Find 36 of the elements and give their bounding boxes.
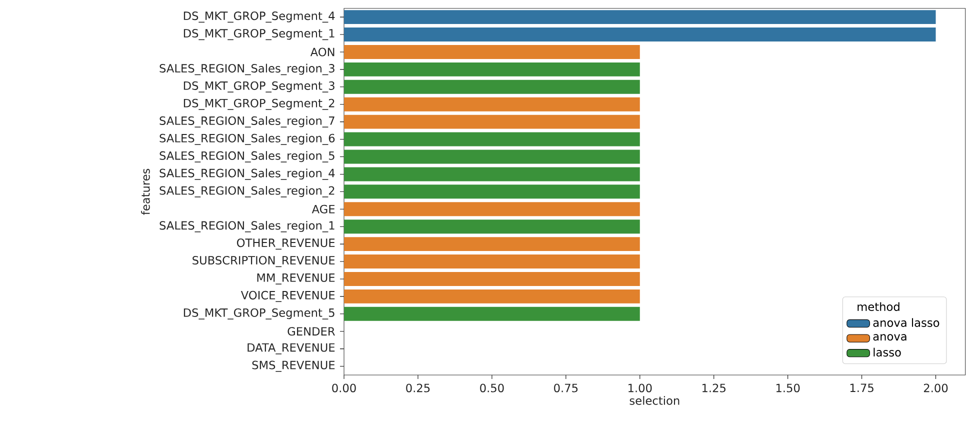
y-tick-label: AGE (312, 204, 335, 214)
legend-label: anova (873, 334, 906, 341)
y-tick-label: DATA_REVENUE (248, 343, 335, 354)
x-tick-label: 0.50 (480, 384, 504, 392)
y-axis-title: features (141, 168, 150, 215)
y-tick-label: GENDER (288, 327, 335, 336)
y-tick-label: SMS_REVENUE (252, 360, 335, 372)
y-tick-label: DS_MKT_GROP_Segment_4 (184, 12, 335, 23)
y-tick-label: SALES_REGION_Sales_region_4 (160, 168, 335, 180)
x-tick-label: 1.50 (776, 384, 800, 392)
y-tick-label: SALES_REGION_Sales_region_1 (160, 220, 334, 232)
legend-title: method (858, 302, 900, 312)
y-tick-label: SALES_REGION_Sales_region_6 (160, 134, 335, 145)
y-tick-label: DS_MKT_GROP_Segment_5 (184, 308, 334, 320)
y-tick-label: MM_REVENUE (257, 274, 335, 284)
x-tick-label: 0.00 (332, 384, 356, 392)
y-tick-label: DS_MKT_GROP_Segment_2 (184, 98, 334, 110)
x-tick-label: 1.25 (702, 384, 726, 392)
y-tick-label: SALES_REGION_Sales_region_5 (160, 151, 334, 162)
y-tick-label: DS_MKT_GROP_Segment_1 (184, 28, 334, 40)
x-tick-label: 1.00 (628, 384, 652, 392)
y-tick-label: DS_MKT_GROP_Segment_3 (184, 81, 334, 92)
y-tick-label: SUBSCRIPTION_REVENUE (192, 256, 335, 268)
y-tick-label: SALES_REGION_Sales_region_7 (160, 116, 334, 128)
y-tick-label: AON (310, 48, 334, 56)
x-tick-label: 0.25 (406, 384, 430, 392)
legend-label: anova lasso (873, 318, 940, 327)
y-tick-label: OTHER_REVENUE (236, 238, 335, 250)
legend-label: lasso (874, 348, 901, 357)
y-tick-label: SALES_REGION_Sales_region_2 (160, 186, 334, 198)
x-tick-label: 1.75 (850, 384, 874, 392)
x-tick-label: 2.00 (924, 384, 948, 392)
y-tick-label: SALES_REGION_Sales_region_3 (160, 64, 334, 76)
x-tick-label: 0.75 (554, 384, 578, 392)
x-axis-title: selection (630, 396, 680, 405)
y-tick-label: VOICE_REVENUE (240, 290, 335, 302)
